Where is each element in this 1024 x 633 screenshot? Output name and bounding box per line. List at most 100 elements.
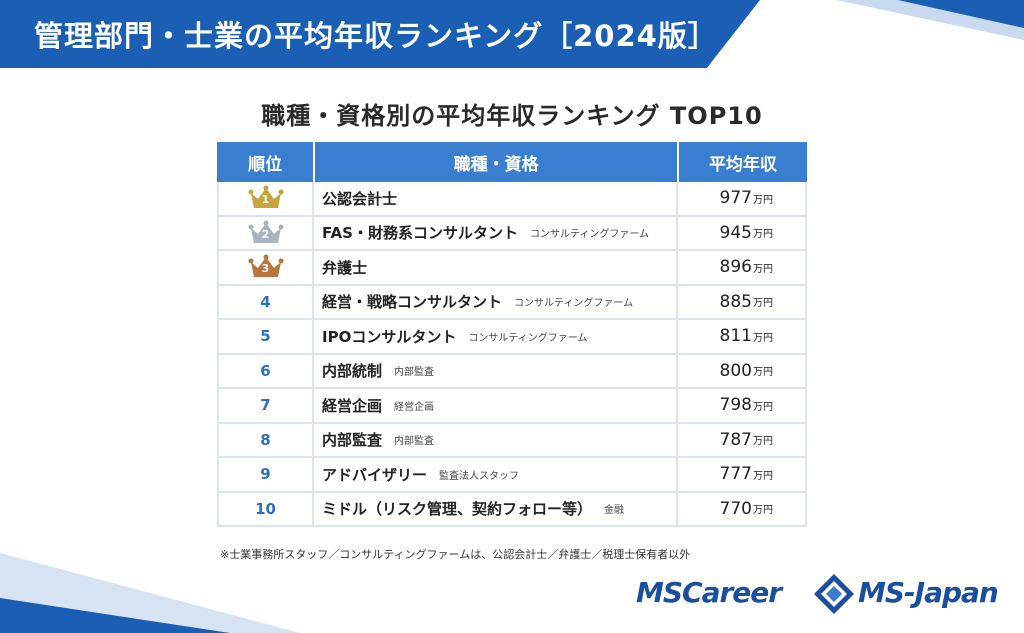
- table-row: 3 弁護士 896 万円: [217, 251, 807, 286]
- job-name: アドバイザリー: [322, 465, 428, 484]
- salary-cell: 787 万円: [678, 424, 805, 457]
- job-category: 内部監査: [394, 436, 435, 448]
- salary-value: 811: [719, 326, 752, 347]
- table-row: 5 IPOコンサルタント コンサルティングファーム 811 万円: [217, 320, 807, 355]
- job-category: コンサルティングファーム: [468, 332, 588, 344]
- rank-number: 1: [261, 193, 270, 207]
- job-name: 弁護士: [322, 258, 368, 277]
- rank-cell: 2: [219, 216, 314, 249]
- salary-cell: 798 万円: [678, 389, 805, 422]
- salary-unit: 万円: [753, 436, 773, 448]
- salary-cell: 770 万円: [678, 493, 805, 526]
- job-name: 内部監査: [322, 431, 383, 450]
- job-category: コンサルティングファーム: [514, 298, 634, 310]
- rank-number: 2: [261, 227, 270, 241]
- salary-value: 896: [719, 257, 752, 278]
- job-name: FAS・財務系コンサルタント: [322, 224, 518, 243]
- footnote: ※士業事務所スタッフ／コンサルティングファームは、公認会計士／弁護士／税理士保有…: [220, 548, 691, 561]
- job-cell: 経営・戦略コンサルタント コンサルティングファーム: [314, 285, 678, 318]
- table-row: 9 アドバイザリー 監査法人スタッフ 777 万円: [217, 458, 807, 493]
- job-cell: 内部監査 内部監査: [314, 423, 678, 456]
- salary-value: 977: [719, 188, 752, 209]
- salary-unit: 万円: [753, 470, 773, 482]
- salary-unit: 万円: [753, 298, 773, 310]
- title-banner: [0, 0, 760, 68]
- table-row: 8 内部監査 内部監査 787 万円: [217, 423, 807, 458]
- ranking-table: 順位 職種・資格 平均年収 1 公認会計士 977 万円 2 FAS・財務系コンサルタント…: [217, 142, 807, 527]
- salary-unit: 万円: [753, 263, 773, 275]
- job-cell: ミドル（リスク管理、契約フォロー等） 金融: [314, 492, 678, 525]
- salary-unit: 万円: [753, 332, 773, 344]
- job-name: 公認会計士: [322, 189, 398, 208]
- rank-cell: 5: [219, 320, 314, 353]
- rank-cell: 1: [219, 182, 314, 215]
- rank-number: 10: [255, 499, 276, 518]
- salary-value: 945: [719, 222, 752, 243]
- salary-value: 777: [719, 464, 752, 485]
- rank-cell: 3: [219, 251, 314, 284]
- bronze-crown-icon: 3: [248, 254, 284, 280]
- table-row: 10 ミドル（リスク管理、契約フォロー等） 金融 770 万円: [217, 492, 807, 527]
- rank-cell: 9: [219, 458, 314, 491]
- salary-value: 885: [719, 291, 752, 312]
- job-name: ミドル（リスク管理、契約フォロー等）: [322, 500, 593, 519]
- table-row: 2 FAS・財務系コンサルタント コンサルティングファーム 945 万円: [217, 216, 807, 251]
- salary-value: 787: [719, 429, 752, 450]
- rank-number: 8: [260, 430, 271, 449]
- rank-number: 6: [260, 361, 271, 380]
- salary-unit: 万円: [753, 401, 773, 413]
- job-name: IPOコンサルタント: [322, 327, 457, 346]
- salary-value: 800: [719, 360, 752, 381]
- job-name: 経営・戦略コンサルタント: [322, 293, 503, 312]
- salary-cell: 800 万円: [678, 355, 805, 388]
- salary-unit: 万円: [753, 505, 773, 517]
- job-category: 監査法人スタッフ: [439, 470, 520, 482]
- job-category: 金融: [604, 505, 625, 517]
- rank-cell: 7: [219, 389, 314, 422]
- rank-cell: 10: [219, 492, 314, 525]
- ms-japan-logo: MS-Japan: [858, 576, 999, 609]
- rank-number: 7: [260, 396, 271, 415]
- rank-number: 9: [260, 465, 271, 484]
- logo-area: MSCareer MS-Japan: [636, 568, 1006, 618]
- table-row: 4 経営・戦略コンサルタント コンサルティングファーム 885 万円: [217, 285, 807, 320]
- salary-value: 798: [719, 395, 752, 416]
- job-cell: 内部統制 内部監査: [314, 354, 678, 387]
- table-row: 7 経営企画 経営企画 798 万円: [217, 389, 807, 424]
- rank-number: 3: [261, 262, 270, 276]
- job-cell: 弁護士: [314, 251, 678, 284]
- job-cell: 経営企画 経営企画: [314, 389, 678, 422]
- job-category: コンサルティングファーム: [529, 229, 650, 241]
- job-name: 内部統制: [322, 362, 383, 381]
- column-header-job: 職種・資格: [315, 142, 679, 182]
- table-row: 1 公認会計士 977 万円: [217, 182, 807, 217]
- job-cell: IPOコンサルタント コンサルティングファーム: [314, 320, 678, 353]
- table-row: 6 内部統制 内部監査 800 万円: [217, 354, 807, 389]
- salary-cell: 777 万円: [678, 458, 805, 491]
- salary-cell: 885 万円: [678, 286, 805, 319]
- job-cell: アドバイザリー 監査法人スタッフ: [314, 458, 678, 491]
- gold-crown-icon: 1: [248, 185, 284, 211]
- page-title: 管理部門・士業の平均年収ランキング［2024版］: [34, 19, 718, 53]
- salary-cell: 945 万円: [678, 217, 805, 250]
- rank-number: 4: [260, 292, 271, 311]
- mscareer-logo: MSCareer: [636, 576, 782, 609]
- job-category: 内部監査: [394, 367, 435, 379]
- salary-value: 770: [719, 498, 752, 519]
- table-header: 順位 職種・資格 平均年収: [217, 142, 807, 182]
- job-cell: 公認会計士: [314, 182, 678, 215]
- silver-crown-icon: 2: [248, 220, 284, 246]
- job-name: 経営企画: [322, 396, 383, 415]
- rank-cell: 6: [219, 354, 314, 387]
- salary-unit: 万円: [753, 367, 773, 379]
- salary-unit: 万円: [753, 194, 773, 206]
- salary-cell: 896 万円: [678, 251, 805, 284]
- column-header-rank: 順位: [217, 142, 316, 182]
- rank-cell: 8: [219, 423, 314, 456]
- salary-cell: 811 万円: [678, 320, 805, 353]
- rank-number: 5: [260, 327, 271, 346]
- job-cell: FAS・財務系コンサルタント コンサルティングファーム: [314, 216, 678, 249]
- salary-cell: 977 万円: [678, 182, 805, 215]
- ranking-subtitle: 職種・資格別の平均年収ランキング TOP10: [261, 102, 763, 130]
- job-category: 経営企画: [394, 401, 435, 413]
